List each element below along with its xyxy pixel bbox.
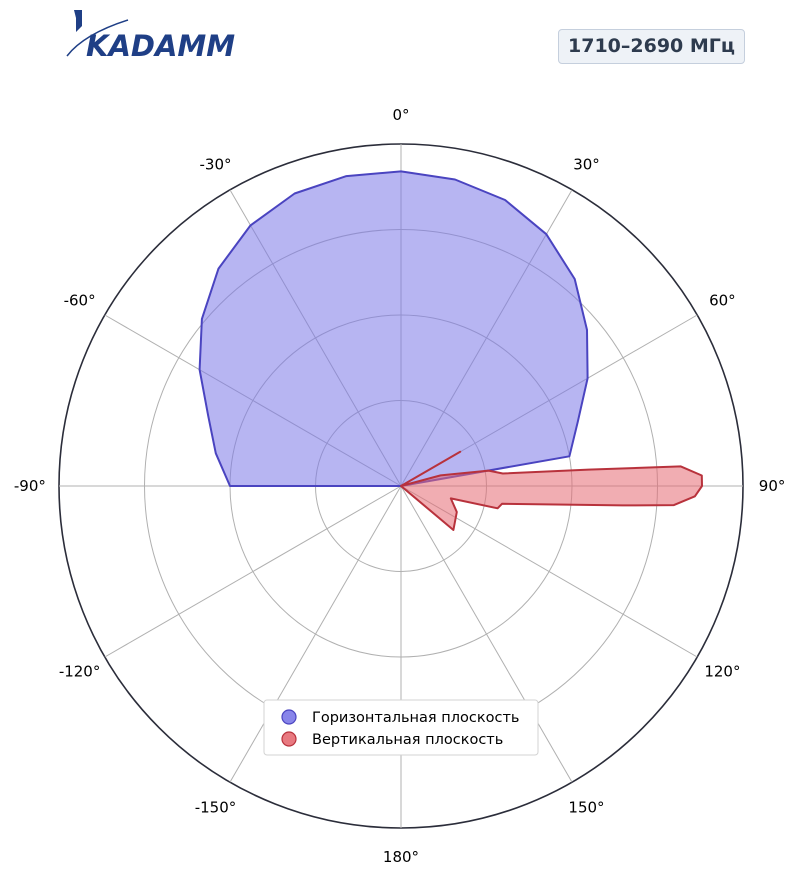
angle-tick-label: 90° bbox=[759, 477, 786, 495]
angle-tick-label: -30° bbox=[200, 156, 232, 174]
angle-tick-label: 0° bbox=[392, 106, 409, 124]
angle-tick-label: -150° bbox=[195, 798, 237, 816]
grid-spoke bbox=[229, 485, 402, 783]
grid-spoke bbox=[400, 485, 573, 783]
logo-mark bbox=[74, 10, 82, 32]
grid-spoke bbox=[104, 485, 402, 658]
angle-tick-label: 30° bbox=[573, 156, 600, 174]
kadamm-logo: KADAMM bbox=[66, 10, 235, 62]
legend-label: Вертикальная плоскость bbox=[312, 732, 503, 748]
logo-swoosh bbox=[66, 19, 129, 57]
legend: Горизонтальная плоскость Вертикальная пло… bbox=[263, 699, 539, 756]
series-vertical-area bbox=[400, 450, 703, 531]
legend-marker bbox=[281, 731, 297, 747]
angle-tick-label: -60° bbox=[64, 292, 96, 310]
angle-tick-label: 150° bbox=[568, 798, 604, 816]
angle-tick-label: 180° bbox=[383, 848, 419, 866]
frequency-badge: 1710–2690 МГц bbox=[558, 29, 745, 64]
logo-text: KADAMM bbox=[86, 29, 235, 62]
legend-box bbox=[263, 699, 539, 756]
legend-label: Горизонтальная плоскость bbox=[312, 710, 519, 726]
series-horizontal-area bbox=[198, 170, 589, 487]
angle-tick-labels: 0° 30° 60° 90° 120° 150° 180° -150° -120° -90° -60… bbox=[14, 106, 785, 866]
angle-tick-label: -120° bbox=[59, 663, 101, 681]
angle-tick-label: 60° bbox=[709, 292, 736, 310]
angle-tick-label: 120° bbox=[704, 663, 740, 681]
legend-marker bbox=[281, 709, 297, 725]
angle-tick-label: -90° bbox=[14, 477, 46, 495]
series-layer bbox=[198, 170, 703, 531]
